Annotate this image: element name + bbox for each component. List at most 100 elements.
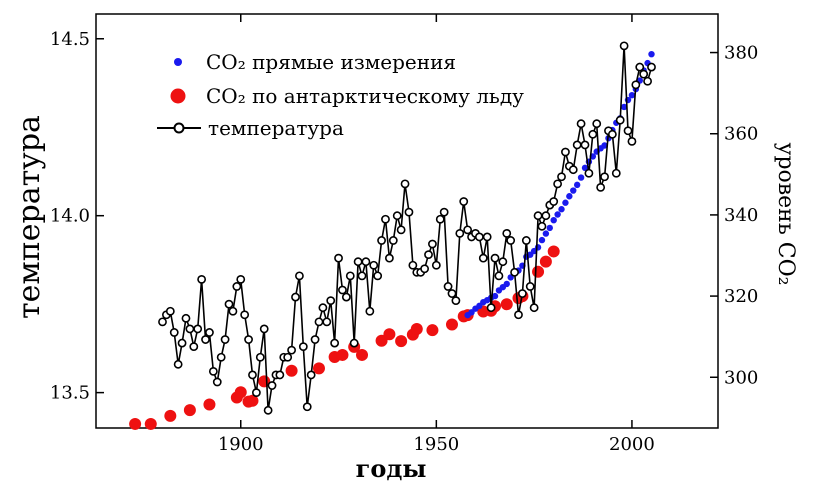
temperature-point (600, 172, 609, 182)
temperature-point (607, 129, 617, 139)
temperature-point (251, 388, 261, 398)
ice-co2-point (532, 265, 545, 278)
temperature-point (338, 285, 347, 295)
direct-co2-point (628, 91, 636, 99)
temperature-point (165, 306, 175, 316)
ice-co2-point (539, 255, 552, 268)
temperature-point (381, 214, 390, 224)
temperature-point (572, 140, 582, 150)
temperature-point (208, 366, 218, 376)
temperature-point (228, 306, 238, 316)
temperature-point (205, 328, 214, 337)
ice-co2-point (395, 335, 408, 348)
temperature-point (592, 119, 602, 129)
temperature-point (392, 211, 402, 221)
x-tick-label: 2000 (609, 434, 655, 455)
y2-tick-label: 360 (724, 124, 758, 145)
y-axis-label-left: температура (12, 115, 47, 319)
direct-co2-point (550, 216, 557, 224)
direct-co2-point (566, 193, 573, 200)
temperature-point (377, 236, 386, 245)
temperature-point (420, 264, 430, 274)
ice-co2-point (383, 328, 396, 341)
temperature-point (439, 207, 449, 217)
temperature-point (553, 179, 563, 189)
legend-label-direct-co2: CO₂ прямые измерения (206, 50, 456, 74)
temperature-point (482, 232, 492, 242)
temperature-point (486, 303, 496, 313)
x-tick-label: 1900 (218, 434, 264, 455)
temperature-point (643, 76, 652, 86)
temperature-point (498, 257, 508, 267)
temperature-point (549, 197, 559, 206)
temperature-point (478, 253, 488, 263)
temperature-point (611, 168, 621, 178)
temperature-point (631, 80, 641, 90)
temperature-point (361, 257, 371, 267)
temperature-point (541, 211, 551, 221)
temperature-point (615, 115, 625, 125)
temperature-point (298, 342, 308, 352)
y2-tick-label: 380 (724, 43, 758, 64)
temperature-point (314, 317, 324, 327)
temperature-point (557, 172, 566, 182)
y-tick-label: 13.5 (50, 383, 90, 404)
temperature-point (255, 352, 265, 362)
temperature-point (424, 250, 433, 260)
temperature-point (193, 324, 203, 334)
plot-area (95, 13, 719, 429)
temperature-point (263, 405, 273, 415)
direct-co2-point (542, 230, 550, 237)
temperature-point (353, 257, 363, 267)
ice-co2-point (183, 404, 196, 417)
direct-co2-point (538, 236, 546, 244)
temperature-point (334, 253, 343, 263)
temperature-point (510, 267, 519, 277)
axis-ticks: 1900 1950 2000 13.5 14.0 14.5 300 320 340 360 380 (50, 14, 758, 455)
temperature-point (306, 370, 316, 380)
temperature-point (490, 253, 500, 263)
temperature-point (302, 402, 312, 412)
direct-co2-point (558, 206, 565, 213)
temperature-point (518, 289, 527, 298)
temperature-point (318, 303, 328, 313)
temperature-point (623, 126, 633, 136)
plot-frame (95, 13, 719, 429)
legend-label-ice-co2: CO₂ по антарктическому льду (206, 84, 524, 108)
temperature-point (212, 377, 222, 387)
legend-marker-ice-co2 (170, 88, 186, 104)
temperature-point (647, 62, 656, 72)
direct-co2-point (562, 199, 569, 206)
temperature-point (455, 228, 465, 238)
temperature-point (287, 345, 296, 355)
x-tick-label: 1950 (413, 434, 459, 455)
temperature-point (619, 41, 629, 51)
direct-co2-point (620, 103, 628, 111)
temperature-point (580, 140, 590, 150)
temperature-point (561, 147, 570, 157)
temperature-point (521, 236, 531, 245)
temperature-point (537, 221, 547, 231)
temperature-point (267, 381, 277, 390)
temperature-point (197, 274, 207, 284)
temperature-point (435, 214, 445, 224)
temperature-point (349, 338, 359, 348)
y2-tick-label: 300 (724, 367, 758, 388)
temperature-point (248, 370, 257, 380)
temperature-point (514, 310, 523, 320)
temperature-point (627, 136, 637, 146)
direct-co2-point (573, 181, 581, 189)
temperature-point (185, 324, 195, 334)
data-marks (129, 41, 656, 430)
direct-co2-point (534, 244, 542, 251)
y-tick-label: 14.0 (50, 206, 90, 227)
temperature-point (259, 324, 269, 334)
temperature-point (502, 228, 512, 238)
direct-co2-point (546, 224, 553, 232)
ice-co2-point (336, 348, 349, 361)
temperature-point (365, 306, 375, 316)
temperature-point (220, 335, 230, 344)
temperature-point (576, 119, 586, 129)
direct-co2-point (577, 174, 585, 181)
ice-co2-point (144, 417, 157, 430)
